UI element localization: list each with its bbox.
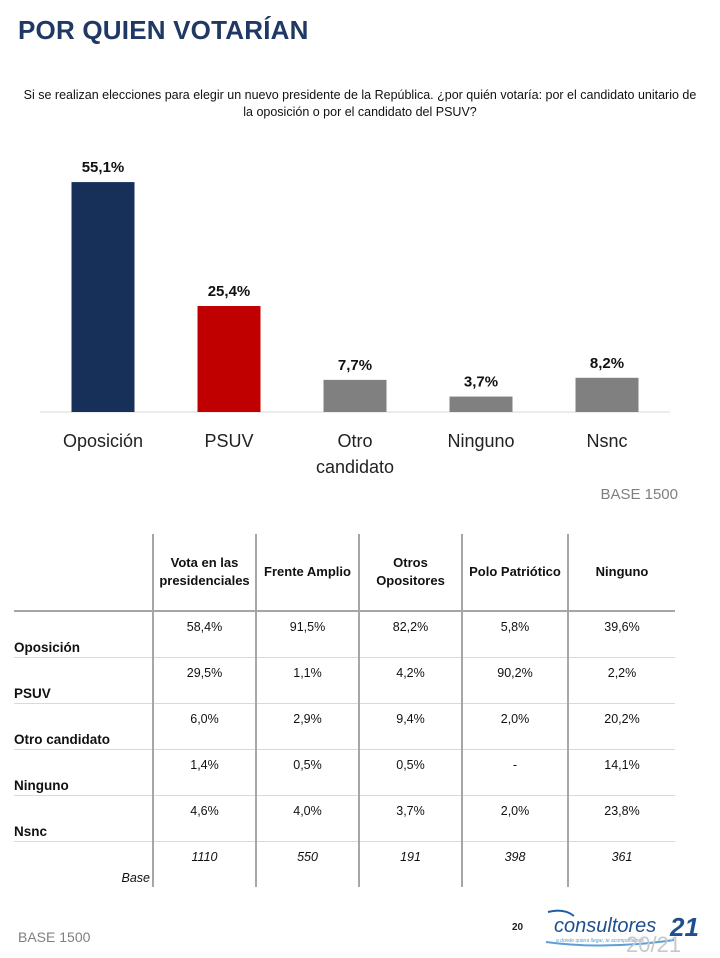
table-row: PSUV 29,5% 1,1% 4,2% 90,2% 2,2% bbox=[14, 657, 675, 704]
table-cell: 9,4% bbox=[358, 703, 462, 750]
bar bbox=[71, 182, 135, 412]
bar bbox=[449, 396, 513, 412]
bar bbox=[575, 377, 639, 412]
table-cell: 90,2% bbox=[461, 657, 568, 704]
page-of-total: 20/21 bbox=[626, 932, 682, 957]
table-cell: 2,0% bbox=[461, 795, 568, 842]
base-row: Base 1110 550 191 398 361 bbox=[14, 841, 675, 887]
row-label: Oposición bbox=[14, 611, 153, 658]
bar bbox=[197, 306, 261, 412]
table-row: Otro candidato 6,0% 2,9% 9,4% 2,0% 20,2% bbox=[14, 703, 675, 750]
crosstab-table: Vota en las presidenciales Frente Amplio… bbox=[14, 534, 675, 887]
column-header: Frente Amplio bbox=[255, 534, 359, 612]
table-row: Ninguno 1,4% 0,5% 0,5% -14,1% bbox=[14, 749, 675, 796]
row-label: Ninguno bbox=[14, 749, 153, 796]
category-label: Otro candidato bbox=[316, 431, 394, 477]
table-cell: 3,7% bbox=[358, 795, 462, 842]
bar-chart: 55,1% Oposición 25,4% PSUV 7,7% Otro candidato… bbox=[40, 159, 670, 477]
logo-text: consultores bbox=[554, 915, 656, 937]
footer-base-note: BASE 1500 bbox=[18, 929, 91, 945]
column-header: Polo Patriótico bbox=[461, 534, 568, 612]
category-label: Ninguno bbox=[447, 431, 514, 451]
table-cell: 39,6% bbox=[567, 611, 675, 658]
column-header: Vota en las presidenciales bbox=[152, 534, 256, 612]
logo-swoosh bbox=[547, 909, 575, 917]
base-value: 191 bbox=[358, 841, 462, 887]
table-cell: 4,2% bbox=[358, 657, 462, 704]
category-label: PSUV bbox=[204, 431, 253, 451]
table-row: Nsnc 4,6% 4,0% 3,7% 2,0% 23,8% bbox=[14, 795, 675, 842]
row-label: PSUV bbox=[14, 657, 153, 704]
table-row: Oposición 58,4% 91,5% 82,2% 5,8% 39,6% bbox=[14, 611, 675, 658]
table-cell: 2,2% bbox=[567, 657, 675, 704]
table-cell: - bbox=[461, 749, 568, 796]
table-cell: 2,9% bbox=[255, 703, 359, 750]
table-cell: 0,5% bbox=[255, 749, 359, 796]
data-label: 55,1% bbox=[82, 159, 125, 176]
chart-base-note: BASE 1500 bbox=[600, 486, 678, 503]
table-cell: 58,4% bbox=[152, 611, 256, 658]
table-cell: 4,6% bbox=[152, 795, 256, 842]
header-empty bbox=[14, 534, 153, 612]
table-cell: 14,1% bbox=[567, 749, 675, 796]
base-label: Base bbox=[121, 871, 151, 885]
data-label: 8,2% bbox=[590, 355, 624, 372]
logo-number: 21 bbox=[669, 912, 699, 942]
page-number: 20 bbox=[512, 922, 524, 933]
column-header: Otros Opositores bbox=[358, 534, 462, 612]
data-label: 3,7% bbox=[464, 374, 498, 391]
logo-swoosh bbox=[545, 939, 675, 947]
base-value: 398 bbox=[461, 841, 568, 887]
table-cell: 1,1% bbox=[255, 657, 359, 704]
table-cell: 6,0% bbox=[152, 703, 256, 750]
base-value: 1110 bbox=[152, 841, 256, 887]
page-title: POR QUIEN VOTARÍAN bbox=[18, 15, 309, 45]
consultores21-logo: consultores 21 a donde quiera llegar, te… bbox=[545, 909, 699, 947]
category-label: Nsnc bbox=[586, 431, 627, 451]
base-value: 361 bbox=[567, 841, 675, 887]
logo-tagline: a donde quiera llegar, te acompañamos bbox=[556, 938, 644, 944]
column-header: Ninguno bbox=[567, 534, 675, 612]
row-label: Nsnc bbox=[14, 795, 153, 842]
table-cell: 23,8% bbox=[567, 795, 675, 842]
table-cell: 29,5% bbox=[152, 657, 256, 704]
table-cell: 0,5% bbox=[358, 749, 462, 796]
table-cell: 82,2% bbox=[358, 611, 462, 658]
table-header-row: Vota en las presidenciales Frente Amplio… bbox=[14, 534, 675, 612]
table-cell: 91,5% bbox=[255, 611, 359, 658]
table-cell: 5,8% bbox=[461, 611, 568, 658]
data-label: 25,4% bbox=[208, 283, 251, 300]
table-cell: 2,0% bbox=[461, 703, 568, 750]
base-value: 550 bbox=[255, 841, 359, 887]
data-label: 7,7% bbox=[338, 357, 372, 374]
row-label: Otro candidato bbox=[14, 703, 153, 750]
table-cell: 4,0% bbox=[255, 795, 359, 842]
table-cell: 1,4% bbox=[152, 749, 256, 796]
category-label: Oposición bbox=[63, 431, 143, 451]
bar bbox=[323, 379, 387, 412]
survey-question: Si se realizan elecciones para elegir un… bbox=[23, 88, 697, 119]
table-cell: 20,2% bbox=[567, 703, 675, 750]
